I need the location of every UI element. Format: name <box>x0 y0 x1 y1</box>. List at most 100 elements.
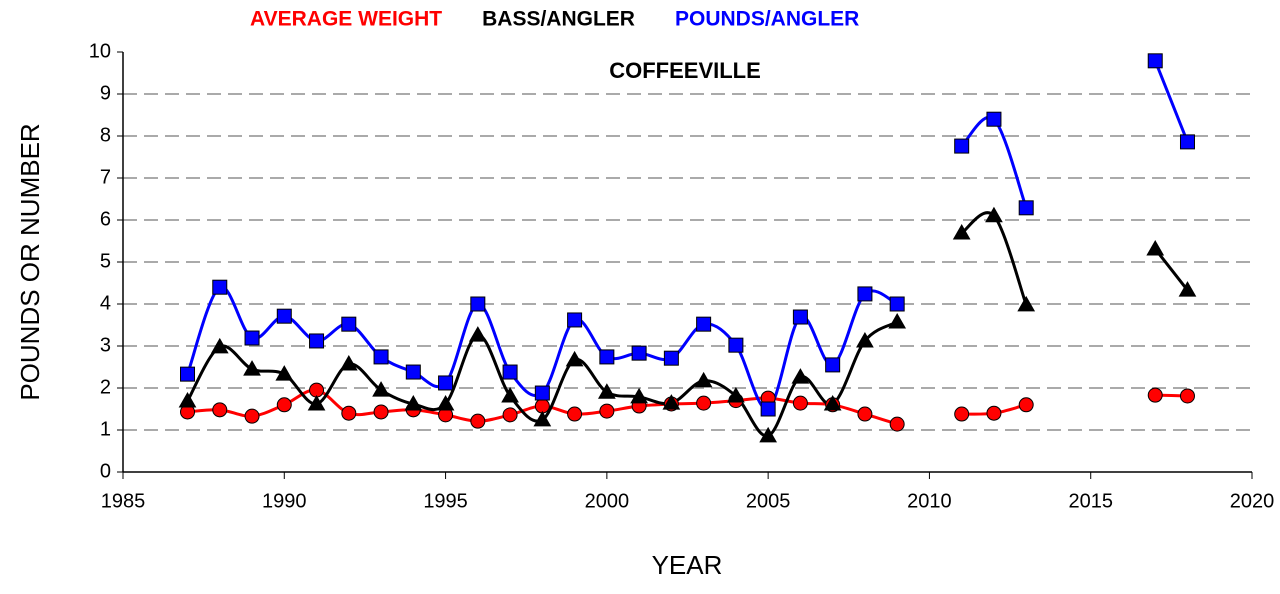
point <box>727 386 745 403</box>
point <box>1017 295 1036 312</box>
point <box>372 381 390 397</box>
point <box>243 360 261 376</box>
point <box>792 309 808 325</box>
point <box>404 394 423 411</box>
point <box>954 406 970 422</box>
y-axis-label: POUNDS OR NUMBER <box>15 123 45 400</box>
x-axis-label: YEAR <box>652 550 723 580</box>
point <box>954 138 970 154</box>
point <box>825 357 841 373</box>
point <box>373 404 389 420</box>
y-tick-label: 3 <box>100 334 111 356</box>
point <box>696 316 712 332</box>
legend-label: AVERAGE WEIGHT <box>250 8 442 31</box>
point <box>309 333 325 349</box>
chart-title: COFFEEVILLE <box>609 58 761 83</box>
point <box>405 364 421 380</box>
point <box>759 426 778 443</box>
point <box>597 383 616 399</box>
point <box>436 394 455 411</box>
x-tick-label: 2005 <box>746 490 791 512</box>
point <box>341 405 357 421</box>
point <box>889 296 905 312</box>
point <box>856 331 874 348</box>
x-tick-label: 2000 <box>585 490 630 512</box>
point <box>180 366 196 382</box>
series-line <box>186 60 1189 411</box>
y-tick-label: 1 <box>100 418 111 440</box>
x-tick-label: 2015 <box>1068 490 1113 512</box>
point <box>792 395 808 411</box>
x-tick-label: 1995 <box>423 490 468 512</box>
point <box>533 410 552 427</box>
point <box>275 365 294 381</box>
point <box>276 397 292 413</box>
y-tick-label: 5 <box>100 250 111 272</box>
point <box>696 395 712 411</box>
x-tick-label: 2010 <box>907 490 952 512</box>
point <box>1179 134 1195 150</box>
point <box>823 394 842 411</box>
series-line <box>187 388 1188 426</box>
y-tick-label: 9 <box>100 82 111 104</box>
point <box>985 206 1003 223</box>
point <box>276 308 292 324</box>
y-tick-label: 8 <box>100 124 111 146</box>
point <box>178 392 197 408</box>
point <box>502 364 518 380</box>
point <box>791 368 810 384</box>
point <box>630 387 648 404</box>
point <box>565 350 584 367</box>
x-tick-label: 2020 <box>1230 490 1275 512</box>
point <box>210 337 229 354</box>
point <box>244 408 260 424</box>
point <box>599 349 615 365</box>
point <box>1147 387 1163 403</box>
point <box>244 330 260 346</box>
point <box>534 385 550 401</box>
point <box>694 371 713 388</box>
point <box>212 279 228 295</box>
y-tick-label: 2 <box>100 376 111 398</box>
y-tick-label: 6 <box>100 208 111 230</box>
point <box>373 349 389 365</box>
point <box>468 326 487 342</box>
y-tick-label: 4 <box>100 292 111 314</box>
point <box>501 386 519 403</box>
point <box>631 345 647 361</box>
x-tick-label: 1990 <box>262 490 307 512</box>
point <box>728 337 744 353</box>
legend-label: BASS/ANGLER <box>482 8 635 31</box>
point <box>857 286 873 302</box>
y-tick-label: 7 <box>100 166 111 188</box>
point <box>1178 281 1197 297</box>
legend-label: POUNDS/ANGLER <box>675 8 859 31</box>
point <box>1018 200 1034 216</box>
point <box>857 406 873 422</box>
point <box>470 296 486 312</box>
point <box>339 355 358 371</box>
point <box>1018 397 1034 413</box>
point <box>212 402 228 418</box>
point <box>663 350 679 366</box>
point <box>567 406 583 422</box>
x-tick-label: 1985 <box>101 490 146 512</box>
point <box>502 407 518 423</box>
y-tick-label: 0 <box>100 460 111 482</box>
point <box>986 111 1002 127</box>
point <box>599 403 615 419</box>
point <box>889 416 905 432</box>
point <box>341 316 357 332</box>
point <box>662 394 681 410</box>
point <box>952 224 971 240</box>
point <box>1147 53 1163 69</box>
point <box>307 394 326 411</box>
y-tick-label: 10 <box>89 40 111 62</box>
point <box>1179 388 1195 404</box>
point <box>470 413 486 429</box>
point <box>760 401 776 417</box>
point <box>1146 239 1165 256</box>
point <box>438 375 454 391</box>
point <box>567 312 583 328</box>
